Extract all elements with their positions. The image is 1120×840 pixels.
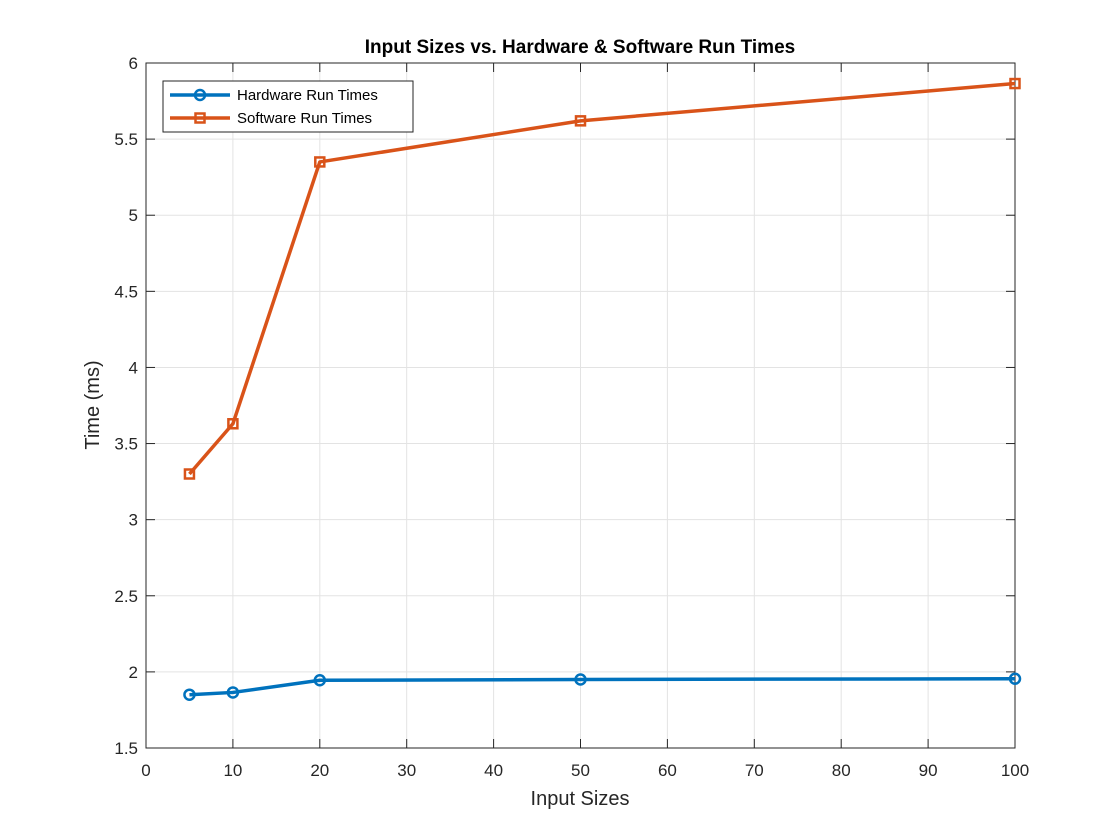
y-tick-label: 5 <box>129 206 138 225</box>
x-axis-label: Input Sizes <box>531 788 630 810</box>
y-tick-label: 2 <box>129 663 138 682</box>
y-tick-label: 5.5 <box>114 130 138 149</box>
chart-title: Input Sizes vs. Hardware & Software Run … <box>365 37 795 58</box>
y-tick-label: 2.5 <box>114 587 138 606</box>
series-hardware <box>183 672 1022 701</box>
legend-label: Hardware Run Times <box>237 87 378 104</box>
data-point <box>314 156 326 168</box>
y-tick-label: 3.5 <box>114 435 138 454</box>
legend: Hardware Run Times Software Run Times <box>162 80 414 133</box>
x-tick-label: 60 <box>658 761 677 780</box>
x-tick-label: 70 <box>745 761 764 780</box>
series-line <box>188 81 1016 476</box>
y-tick-label: 6 <box>129 54 138 73</box>
x-tick-label: 30 <box>397 761 416 780</box>
x-tick-label: 90 <box>919 761 938 780</box>
axis-ticks: 0 10 20 30 40 50 60 70 80 90 100 1.5 2 2.5 3 3.5 4 4.5 5 5.… <box>114 54 1029 780</box>
data-point <box>183 688 196 701</box>
series-software <box>183 77 1021 480</box>
series-layer <box>183 77 1022 701</box>
legend-entry: Software Run Times <box>170 110 372 127</box>
data-point <box>313 674 327 687</box>
y-tick-label: 4.5 <box>114 282 138 301</box>
data-point <box>1008 672 1022 685</box>
data-point <box>574 115 587 127</box>
data-point <box>574 673 587 686</box>
y-tick-label: 1.5 <box>114 739 138 758</box>
legend-marker <box>193 88 207 102</box>
data-point <box>1009 77 1021 90</box>
x-tick-label: 40 <box>484 761 503 780</box>
legend-marker <box>194 112 206 124</box>
y-tick-label: 4 <box>129 358 138 377</box>
x-tick-label: 50 <box>571 761 590 780</box>
x-tick-label: 20 <box>310 761 329 780</box>
y-axis-label: Time (ms) <box>82 360 104 449</box>
y-tick-label: 3 <box>129 511 138 530</box>
data-point <box>183 468 196 480</box>
data-point <box>226 686 240 699</box>
data-point <box>227 418 239 430</box>
series-line <box>189 676 1016 697</box>
x-tick-label: 80 <box>832 761 851 780</box>
x-tick-label: 10 <box>223 761 242 780</box>
x-tick-label: 100 <box>1001 761 1029 780</box>
legend-entry: Hardware Run Times <box>170 87 378 104</box>
x-tick-label: 0 <box>141 761 150 780</box>
legend-label: Software Run Times <box>237 110 372 127</box>
